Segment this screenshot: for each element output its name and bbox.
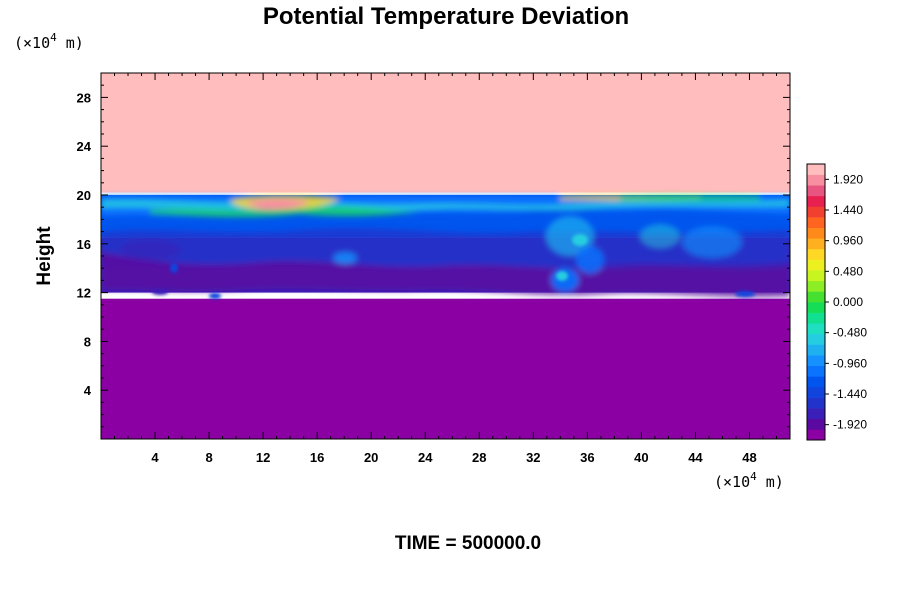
colorbar-swatch <box>807 174 825 186</box>
x-tick-label: 8 <box>205 450 212 465</box>
colorbar-swatch <box>807 217 825 228</box>
colorbar-swatch <box>807 302 825 313</box>
colorbar-tick-label: 1.440 <box>833 203 863 217</box>
chart-title: Potential Temperature Deviation <box>263 3 629 30</box>
x-tick-label: 48 <box>742 450 756 465</box>
colorbar-swatch <box>807 248 825 260</box>
colorbar-tick-label: -0.480 <box>833 326 867 340</box>
y-axis-minor-ticks <box>101 84 790 428</box>
colorbar-tick-label: -0.960 <box>833 356 867 370</box>
colorbar-swatch <box>807 429 825 441</box>
x-tick-label: 32 <box>526 450 540 465</box>
colorbar-swatch <box>807 333 825 345</box>
colorbar-swatch <box>807 164 825 175</box>
colorbar-swatch <box>807 270 825 282</box>
x-axis-minor-ticks <box>114 73 777 439</box>
x-tick-label: 36 <box>580 450 594 465</box>
x-tick-label: 16 <box>310 450 324 465</box>
x-tick-label: 44 <box>688 450 703 465</box>
y-tick-label: 4 <box>84 383 92 398</box>
y-axis-ticks: 4 8 12 16 20 24 28 <box>77 90 790 398</box>
x-axis-unit: (×104 m) <box>714 470 784 491</box>
x-tick-label: 24 <box>418 450 433 465</box>
field-region-background <box>101 298 790 439</box>
colorbar-swatch <box>807 408 825 420</box>
colorbar-swatch <box>807 195 825 207</box>
y-axis-label: Height <box>34 226 55 286</box>
colorbar-swatch <box>807 185 825 197</box>
x-tick-label: 4 <box>151 450 159 465</box>
y-tick-label: 20 <box>77 188 91 203</box>
colorbar-tick-label: 1.920 <box>833 172 863 186</box>
y-tick-label: 24 <box>77 139 92 154</box>
y-tick-label: 28 <box>77 90 91 105</box>
colorbar-swatch <box>807 206 825 218</box>
colorbar-swatch <box>807 376 825 388</box>
colorbar: 1.920 1.440 0.960 0.480 0.000 -0.480 -0.960 -1.… <box>806 163 867 441</box>
colorbar-swatch <box>807 397 825 409</box>
colorbar-swatch <box>807 280 825 292</box>
time-label: TIME = 500000.0 <box>395 533 541 554</box>
y-axis-unit: (×104 m) <box>14 31 84 52</box>
field-region-stratosphere <box>101 73 790 193</box>
colorbar-swatch <box>807 227 825 239</box>
x-tick-label: 12 <box>256 450 270 465</box>
colorbar-tick-label: -1.440 <box>833 387 867 401</box>
x-tick-label: 20 <box>364 450 378 465</box>
colorbar-swatch <box>807 291 825 303</box>
colorbar-tick-label: 0.480 <box>833 264 863 278</box>
x-tick-label: 40 <box>634 450 648 465</box>
colorbar-tick-label: 0.000 <box>833 295 863 309</box>
heatmap-field <box>101 73 790 439</box>
colorbar-swatch <box>807 259 825 271</box>
colorbar-swatch <box>807 355 825 366</box>
colorbar-swatch <box>807 344 825 356</box>
x-tick-label: 28 <box>472 450 486 465</box>
y-tick-label: 16 <box>77 237 91 252</box>
y-tick-label: 8 <box>84 334 91 349</box>
colorbar-tick-label: 0.960 <box>833 234 863 248</box>
colorbar-swatch <box>807 418 825 430</box>
colorbar-tick-label: -1.920 <box>833 418 867 432</box>
colorbar-swatch <box>807 238 825 250</box>
x-axis-ticks: 4 8 12 16 20 24 28 32 36 40 44 48 <box>151 73 757 465</box>
colorbar-swatch <box>807 323 825 335</box>
colorbar-swatch <box>807 312 825 324</box>
colorbar-swatch <box>807 365 825 377</box>
y-tick-label: 12 <box>77 286 91 301</box>
colorbar-swatch <box>807 386 825 398</box>
